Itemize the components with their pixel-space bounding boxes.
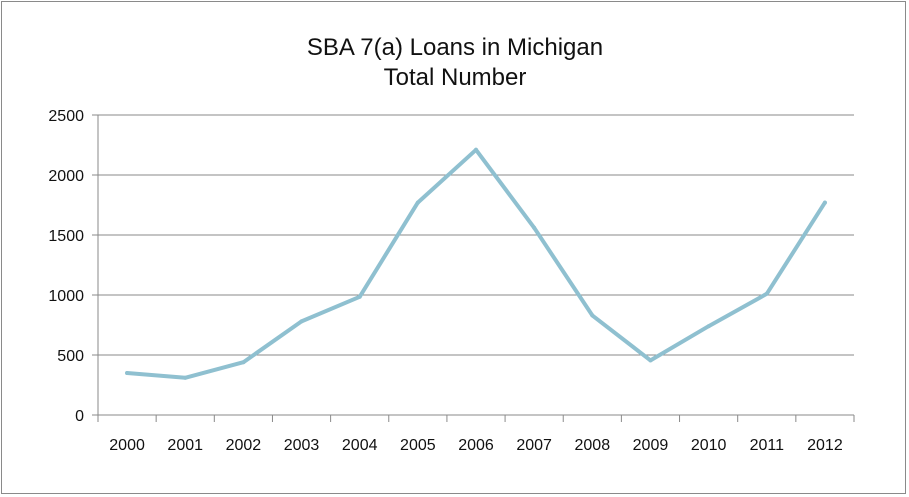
x-tick-label: 2010 (691, 437, 727, 454)
data-point (357, 294, 362, 299)
y-tick-label: 1000 (48, 288, 84, 305)
x-tick-label: 2008 (575, 437, 611, 454)
data-point (590, 313, 595, 318)
data-point (241, 360, 246, 365)
x-tick-label: 2001 (167, 437, 203, 454)
axes (92, 114, 855, 422)
y-tick-label: 2000 (48, 168, 84, 185)
y-tick-label: 2500 (48, 108, 84, 125)
series-group (125, 147, 827, 380)
data-point (648, 358, 653, 363)
x-tick-label: 2009 (633, 437, 669, 454)
data-point (822, 200, 827, 205)
y-tick-label: 1500 (48, 228, 84, 245)
data-point (532, 225, 537, 230)
x-tick-label: 2006 (458, 437, 494, 454)
y-axis-tick-labels: 0 500 1000 1500 2000 2500 (48, 108, 84, 425)
gridlines (98, 114, 854, 356)
x-tick-label: 2004 (342, 437, 378, 454)
x-tick-label: 2003 (284, 437, 320, 454)
x-tick-label: 2002 (226, 437, 262, 454)
x-axis-tick-labels: 2000 2001 2002 2003 2004 2005 2006 2007 2008 2009… (109, 437, 843, 454)
chart-title-line-2: Total Number (384, 64, 527, 91)
data-point (183, 375, 188, 380)
data-point (299, 319, 304, 324)
y-tick-label: 500 (57, 348, 84, 365)
data-point (706, 324, 711, 329)
data-point (125, 371, 130, 375)
data-point (764, 291, 769, 296)
x-tick-label: 2007 (516, 437, 552, 454)
x-tick-label: 2000 (109, 437, 145, 454)
series-line (125, 147, 827, 380)
data-point (415, 200, 420, 205)
chart-title: SBA 7(a) Loans in Michigan Total Number (307, 34, 603, 91)
data-point (474, 147, 478, 152)
chart-title-line-1: SBA 7(a) Loans in Michigan (307, 34, 603, 61)
x-tick-label: 2012 (807, 437, 843, 454)
x-tick-label: 2005 (400, 437, 436, 454)
y-tick-label: 0 (75, 408, 84, 425)
x-tick-label: 2011 (750, 437, 785, 454)
